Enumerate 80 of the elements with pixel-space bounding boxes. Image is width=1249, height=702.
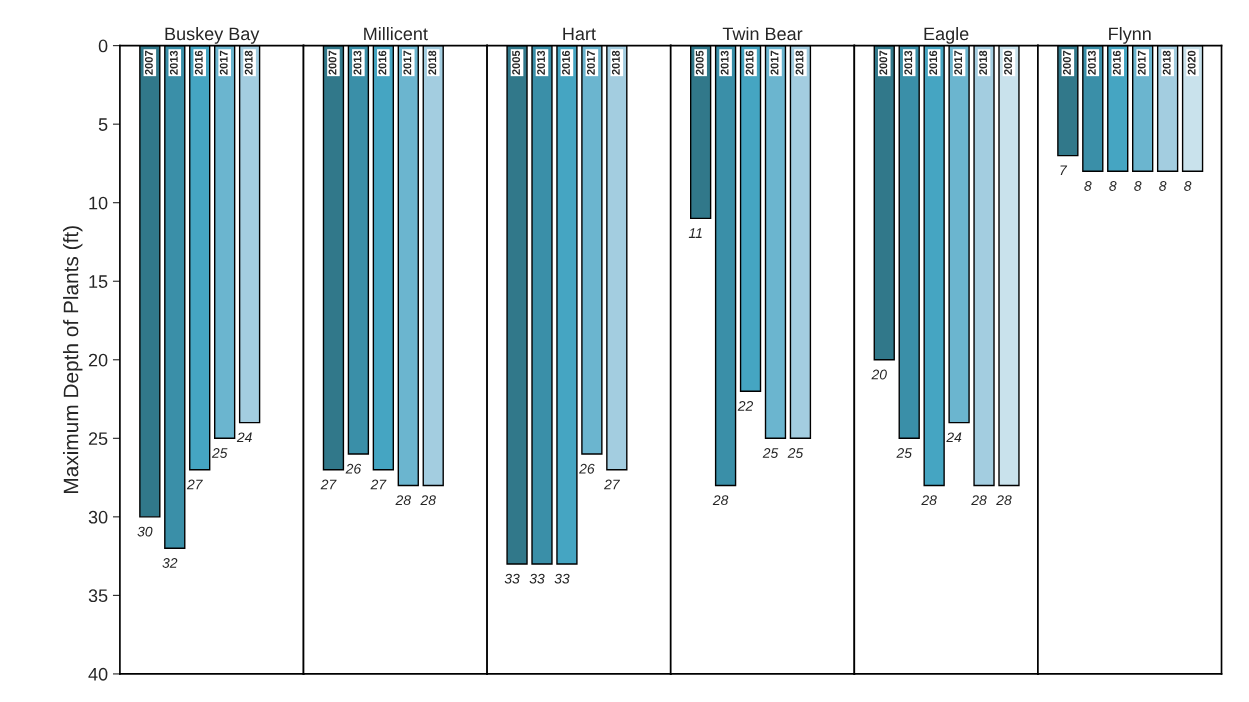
y-tick-label: 0 <box>98 39 108 53</box>
x-tick-label: 2017 <box>1137 50 1146 75</box>
x-tick-label: 2016 <box>745 50 754 75</box>
data-label: 28 <box>921 495 937 506</box>
x-tick-label: 2007 <box>1062 50 1071 75</box>
chart-title: Flynn <box>1109 26 1151 44</box>
data-label: 11 <box>688 228 702 238</box>
data-label: 32 <box>162 558 178 568</box>
x-tick-label: 2018 <box>1162 50 1171 75</box>
data-label: 22 <box>737 400 754 411</box>
x-tick-label: 2013 <box>169 50 178 75</box>
x-tick-label: 2018 <box>244 50 253 75</box>
x-tick-label: 2013 <box>537 50 545 75</box>
data-label: 8 <box>1134 181 1142 191</box>
y-tick-label: 20 <box>88 353 108 367</box>
data-label: 28 <box>971 495 987 506</box>
x-tick-label: 2005 <box>512 50 521 75</box>
x-tick-label: 2007 <box>144 50 153 75</box>
data-label: 27 <box>370 479 387 490</box>
x-tick-label: 2007 <box>328 50 337 75</box>
x-tick-label: 2020 <box>1187 50 1196 75</box>
x-tick-label: 2016 <box>562 50 570 75</box>
x-tick-label: 2016 <box>929 50 938 75</box>
chart-title: Twin Bear <box>722 26 803 41</box>
x-tick-label: 2013 <box>1087 50 1096 75</box>
x-tick-label: 2017 <box>587 50 595 75</box>
data-label: 33 <box>504 573 520 584</box>
x-tick-label: 2016 <box>1112 50 1121 75</box>
data-label: 25 <box>896 448 912 458</box>
chart-title: Eagle <box>924 26 969 44</box>
data-label: 8 <box>1084 181 1092 191</box>
y-axis-title: Maximum Depth of Plants (ft) <box>63 226 83 493</box>
x-tick-label: 2013 <box>353 50 362 75</box>
x-tick-label: 2005 <box>695 50 704 75</box>
data-label: 28 <box>420 495 436 506</box>
y-tick-label: 5 <box>98 118 108 131</box>
y-tick-label: 10 <box>89 196 108 210</box>
data-label: 24 <box>946 432 962 443</box>
data-label: 20 <box>871 369 887 380</box>
chart-title: Hart <box>563 27 596 41</box>
data-label: 8 <box>1184 181 1192 191</box>
x-tick-label: 2018 <box>428 50 437 75</box>
x-tick-label: 2017 <box>219 50 228 75</box>
y-tick-label: 25 <box>88 432 108 446</box>
data-label: 28 <box>395 495 411 506</box>
data-label: 27 <box>186 479 203 490</box>
x-tick-label: 2013 <box>720 50 729 75</box>
data-label: 30 <box>137 526 153 537</box>
data-label: 8 <box>1159 181 1167 191</box>
data-label: 28 <box>996 495 1012 506</box>
x-tick-label: 2007 <box>879 50 888 75</box>
x-tick-label: 2018 <box>795 50 804 75</box>
data-label: 33 <box>554 573 570 584</box>
x-tick-label: 2018 <box>611 50 620 75</box>
data-label: 8 <box>1109 181 1117 191</box>
chart-title: Millicent <box>364 26 428 41</box>
x-tick-label: 2017 <box>770 50 779 75</box>
x-tick-label: 2013 <box>904 50 913 75</box>
y-tick-label: 40 <box>88 667 108 681</box>
data-label: 28 <box>712 495 729 506</box>
data-label: 25 <box>787 448 804 458</box>
data-label: 7 <box>1060 165 1068 176</box>
y-tick-label: 30 <box>88 510 108 524</box>
data-label: 26 <box>345 463 362 474</box>
chart-title: Buskey Bay <box>165 26 260 44</box>
data-label: 27 <box>320 479 337 490</box>
data-label: 25 <box>211 448 228 458</box>
x-tick-label: 2018 <box>979 50 988 75</box>
x-tick-label: 2017 <box>954 50 963 75</box>
data-label: 25 <box>762 448 779 458</box>
x-tick-label: 2016 <box>194 50 203 75</box>
x-tick-label: 2016 <box>378 50 387 75</box>
y-tick-label: 35 <box>88 589 108 603</box>
data-label: 26 <box>579 463 595 474</box>
data-label: 27 <box>604 479 620 490</box>
y-tick-label: 15 <box>89 275 108 288</box>
x-tick-label: 2017 <box>403 50 412 75</box>
data-label: 33 <box>529 573 545 584</box>
x-tick-label: 2020 <box>1004 50 1012 75</box>
data-label: 24 <box>236 432 252 443</box>
